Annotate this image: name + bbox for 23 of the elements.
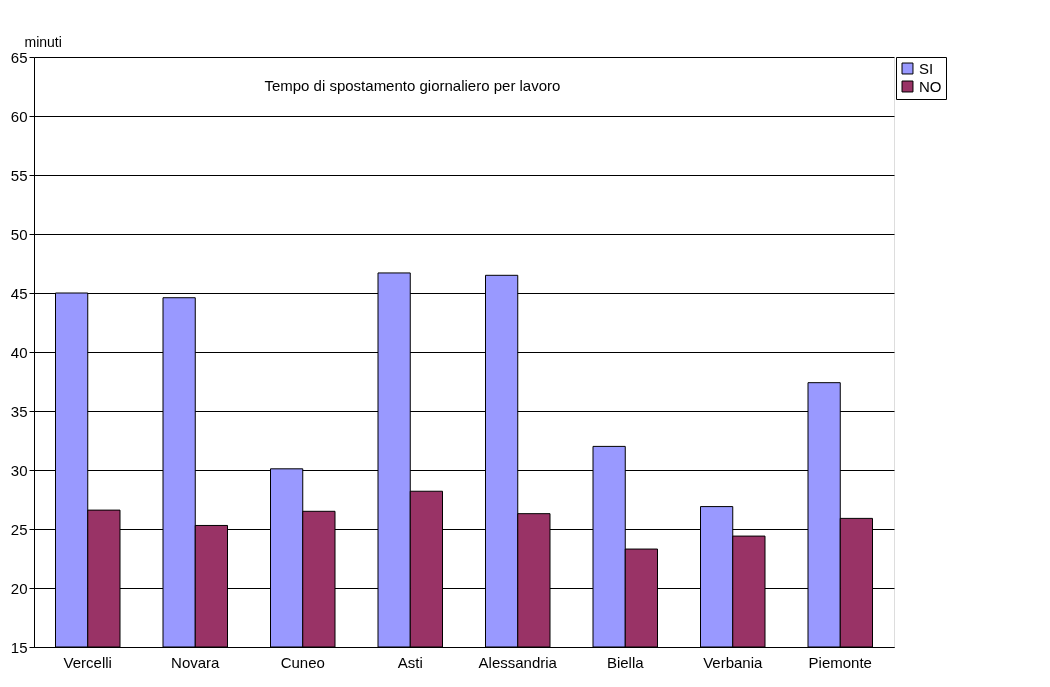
y-tick-label: 50	[10, 225, 28, 243]
x-tick-label: Vercelli	[63, 653, 112, 671]
y-tick-label: 20	[10, 579, 28, 597]
x-tick-label: Cuneo	[280, 653, 325, 671]
x-tick-label: Biella	[606, 653, 645, 671]
text: Tempo di spostamento giornaliero per lavoro	[264, 77, 561, 94]
y-tick-label: 55	[10, 166, 28, 184]
y-tick-label: 65	[10, 48, 28, 66]
x-tick-label: Asti	[397, 653, 423, 671]
x-tick-label: Piemonte	[808, 653, 872, 671]
y-tick-label: 40	[10, 343, 28, 361]
y-tick-label: 25	[10, 520, 28, 538]
legend-label: NO	[919, 77, 942, 95]
x-tick-label: Alessandria	[478, 653, 558, 671]
y-tick-label: 45	[10, 284, 28, 302]
x-tick-label: Novara	[171, 653, 221, 671]
y-tick-label: 60	[10, 107, 28, 125]
legend-label: SI	[919, 59, 934, 77]
y-tick-label: 35	[10, 402, 28, 420]
y-tick-label: 15	[10, 638, 28, 656]
x-tick-label: Verbania	[703, 653, 764, 671]
y-axis-title: minuti	[24, 33, 62, 50]
y-tick-label: 30	[10, 461, 28, 479]
